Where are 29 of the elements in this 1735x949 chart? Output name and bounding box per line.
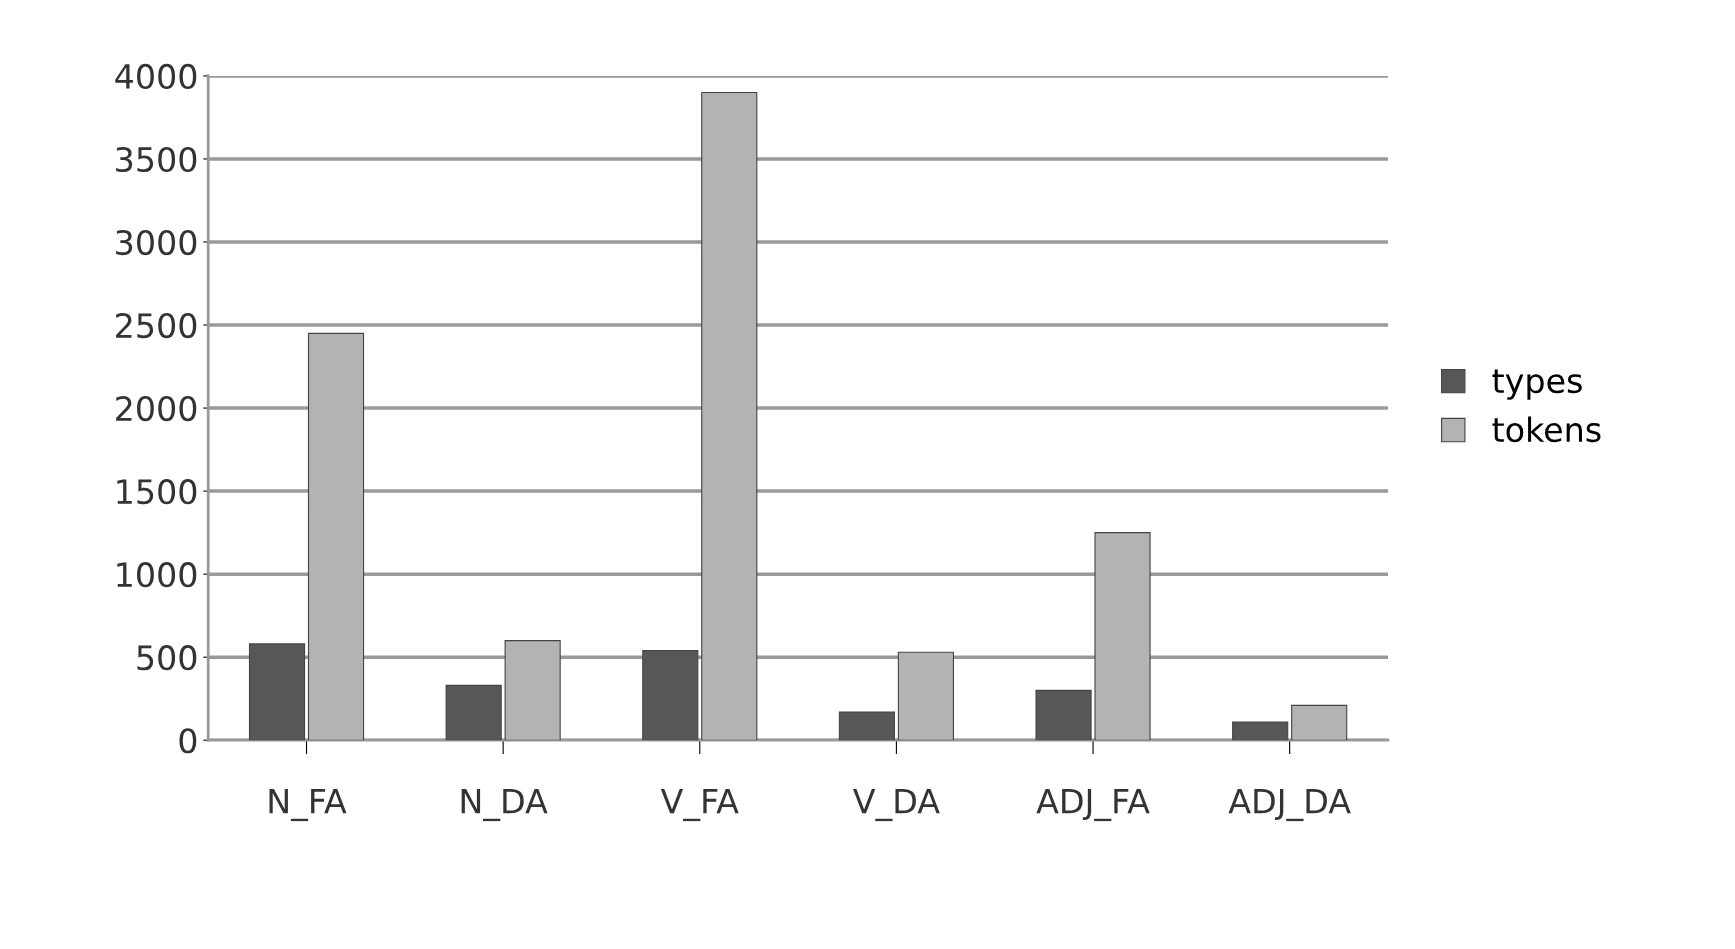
x-tick-label: N_DA xyxy=(461,788,548,822)
legend-label: tokens xyxy=(1492,416,1601,443)
bar xyxy=(248,643,306,741)
legend-label: types xyxy=(1492,369,1582,400)
y-tick-label: 1500 xyxy=(117,479,197,505)
bar xyxy=(1094,532,1151,741)
x-tick-label: V_DA xyxy=(853,788,940,822)
y-tick-label: 0 xyxy=(179,728,197,754)
y-tick-label: 2500 xyxy=(116,312,197,339)
x-tick-label: V_FA xyxy=(660,788,739,822)
y-tick-label: 4000 xyxy=(115,63,197,90)
bar xyxy=(642,649,699,741)
y-tick-label: 3000 xyxy=(116,229,197,256)
y-tick-label: 1000 xyxy=(117,562,197,588)
bar xyxy=(838,711,896,741)
x-tick-label: ADJ_DA xyxy=(1228,788,1351,822)
y-tick-label: 3500 xyxy=(116,146,197,173)
bar xyxy=(504,640,561,741)
bar xyxy=(1232,721,1289,741)
x-tick-label: N_FA xyxy=(269,788,347,822)
bar xyxy=(701,91,758,741)
bar xyxy=(445,684,502,741)
bar xyxy=(307,332,365,741)
bar xyxy=(1035,689,1092,741)
y-tick-label: 2000 xyxy=(116,395,197,422)
x-tick-label: ADJ_FA xyxy=(1036,788,1150,822)
bar xyxy=(897,651,954,741)
bar xyxy=(1291,704,1348,741)
y-tick-label: 500 xyxy=(137,645,197,671)
